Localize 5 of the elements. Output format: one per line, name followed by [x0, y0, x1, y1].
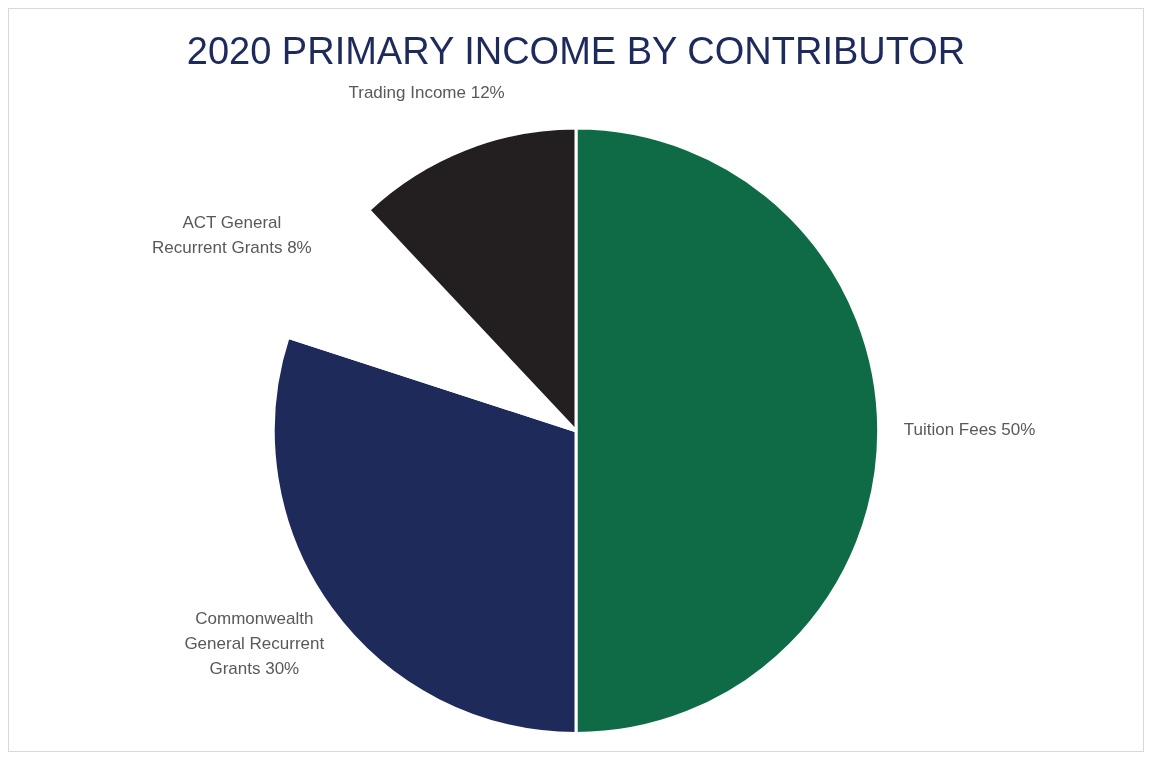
slice-label: Commonwealth General Recurrent Grants 30% — [184, 608, 325, 678]
chart-title: 2020 PRIMARY INCOME BY CONTRIBUTOR — [186, 30, 966, 73]
slice-label: ACT General Recurrent Grants 8% — [152, 213, 312, 258]
slice-label: Tuition Fees 50% — [903, 420, 1036, 440]
slice-label: Trading Income 12% — [348, 82, 505, 102]
